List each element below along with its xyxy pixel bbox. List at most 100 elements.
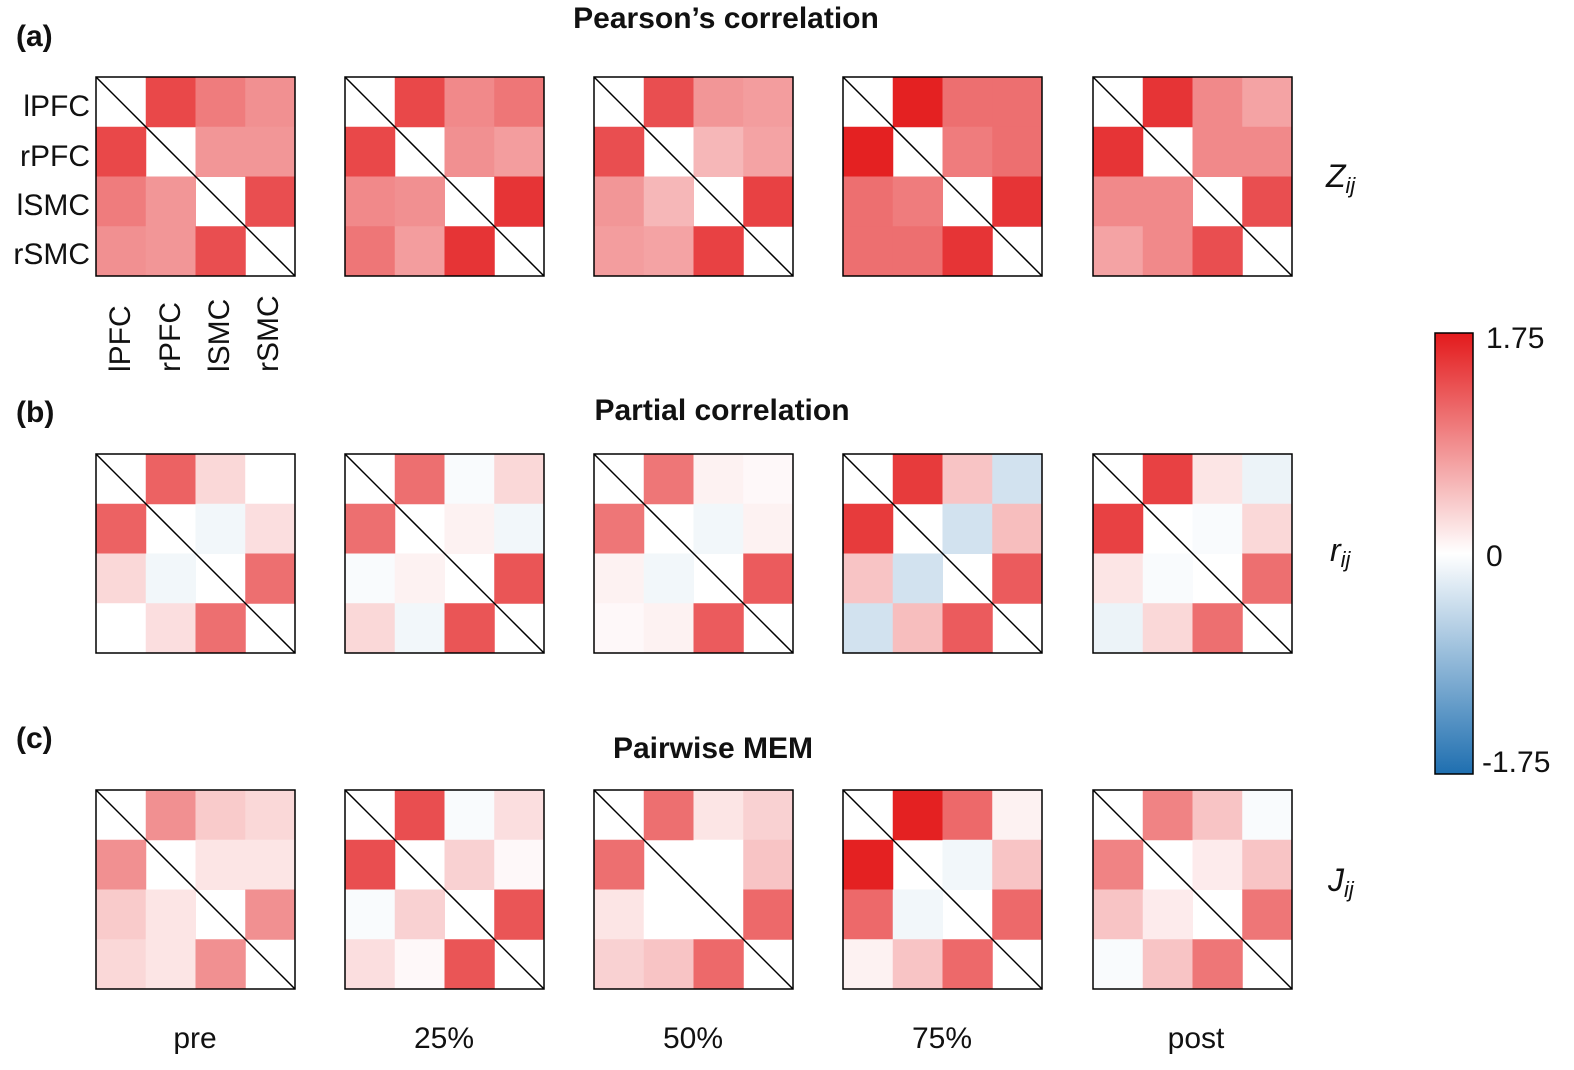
heatmap-cell: [643, 790, 694, 841]
heatmap-cell: [494, 176, 545, 227]
heatmap-cell: [942, 503, 993, 554]
row-label-rpfc: rPFC: [20, 140, 90, 173]
heatmap-cell: [992, 126, 1043, 177]
heatmap-cell: [345, 226, 396, 277]
diagonal-line: [1092, 789, 1293, 990]
heatmap-cell: [444, 939, 495, 990]
heatmap-cell: [394, 454, 445, 505]
heatmap-cell: [693, 226, 744, 277]
heatmap-cell: [992, 503, 1043, 554]
heatmap-cell: [145, 889, 196, 940]
heatmap-cell: [992, 553, 1043, 604]
heatmap-cell: [1242, 454, 1293, 505]
heatmap-cell: [96, 839, 147, 890]
heatmap-cell: [1093, 176, 1144, 227]
matrix-frame: [344, 789, 545, 990]
heatmap-matrix: [1092, 789, 1293, 990]
heatmap-cell: [195, 503, 246, 554]
diagonal-line: [344, 789, 545, 990]
heatmap-cell: [394, 77, 445, 128]
heatmap-cell: [843, 553, 894, 604]
heatmap-cell: [843, 176, 894, 227]
heatmap-cell: [992, 176, 1043, 227]
heatmap-matrix: [593, 453, 794, 654]
heatmap-cell: [494, 503, 545, 554]
heatmap-cell: [693, 454, 744, 505]
heatmap-cell: [594, 126, 645, 177]
panel-letter-b: (b): [16, 396, 55, 429]
metric-label-z: Zij: [1326, 158, 1355, 199]
diagonal-line: [842, 76, 1043, 277]
heatmap-cell: [1142, 889, 1193, 940]
heatmap-cell: [1242, 553, 1293, 604]
heatmap-cell: [444, 503, 495, 554]
heatmap-cell: [494, 839, 545, 890]
heatmap-cell: [145, 77, 196, 128]
heatmap-cell: [145, 226, 196, 277]
heatmap-cell: [942, 454, 993, 505]
metric-symbol: J: [1328, 862, 1344, 898]
heatmap-cell: [444, 839, 495, 890]
heatmap-cell: [1242, 790, 1293, 841]
matrix-frame: [593, 453, 794, 654]
heatmap-cell: [195, 226, 246, 277]
heatmap-cell: [1142, 553, 1193, 604]
heatmap-cell: [1093, 503, 1144, 554]
heatmap-cell: [1242, 839, 1293, 890]
heatmap-cell: [992, 790, 1043, 841]
heatmap-cell: [743, 889, 794, 940]
heatmap-cell: [942, 77, 993, 128]
heatmap-cell: [345, 889, 396, 940]
heatmap-cell: [892, 553, 943, 604]
heatmap-cell: [843, 839, 894, 890]
heatmap-cell: [96, 939, 147, 990]
heatmap-cell: [693, 126, 744, 177]
diagonal-line: [344, 76, 545, 277]
heatmap-cell: [345, 939, 396, 990]
matrix-frame: [95, 789, 296, 990]
heatmap-cell: [145, 790, 196, 841]
diagonal-line: [842, 789, 1043, 990]
matrix-frame: [95, 76, 296, 277]
heatmap-matrix: [842, 789, 1043, 990]
heatmap-matrix: [593, 76, 794, 277]
diagonal-line: [95, 453, 296, 654]
heatmap-cell: [245, 839, 296, 890]
heatmap-cell: [1192, 790, 1243, 841]
heatmap-cell: [96, 503, 147, 554]
heatmap-matrix: [95, 789, 296, 990]
heatmap-cell: [942, 126, 993, 177]
heatmap-cell: [1192, 603, 1243, 654]
heatmap-cell: [693, 939, 744, 990]
heatmap-cell: [843, 126, 894, 177]
heatmap-cell: [494, 77, 545, 128]
heatmap-cell: [1192, 839, 1243, 890]
heatmap-cell: [594, 226, 645, 277]
heatmap-cell: [1142, 176, 1193, 227]
heatmap-matrix: [95, 453, 296, 654]
heatmap-cell: [1192, 126, 1243, 177]
heatmap-cell: [1192, 454, 1243, 505]
metric-label-r: rij: [1330, 532, 1350, 573]
panel-title-partial: Partial correlation: [594, 394, 850, 427]
heatmap-cell: [444, 454, 495, 505]
heatmap-cell: [643, 889, 694, 940]
heatmap-cell: [942, 839, 993, 890]
heatmap-cell: [693, 77, 744, 128]
heatmap-cell: [594, 839, 645, 890]
heatmap-cell: [1093, 553, 1144, 604]
heatmap-cell: [843, 889, 894, 940]
heatmap-cell: [594, 889, 645, 940]
matrix-frame: [1092, 789, 1293, 990]
heatmap-cell: [992, 839, 1043, 890]
diagonal-line: [344, 453, 545, 654]
diagonal-line: [593, 76, 794, 277]
matrix-frame: [593, 76, 794, 277]
heatmap-matrix: [344, 76, 545, 277]
heatmap-cell: [245, 454, 296, 505]
heatmap-cell: [843, 939, 894, 990]
heatmap-cell: [693, 839, 744, 890]
heatmap-cell: [394, 889, 445, 940]
heatmap-cell: [394, 603, 445, 654]
heatmap-cell: [743, 790, 794, 841]
